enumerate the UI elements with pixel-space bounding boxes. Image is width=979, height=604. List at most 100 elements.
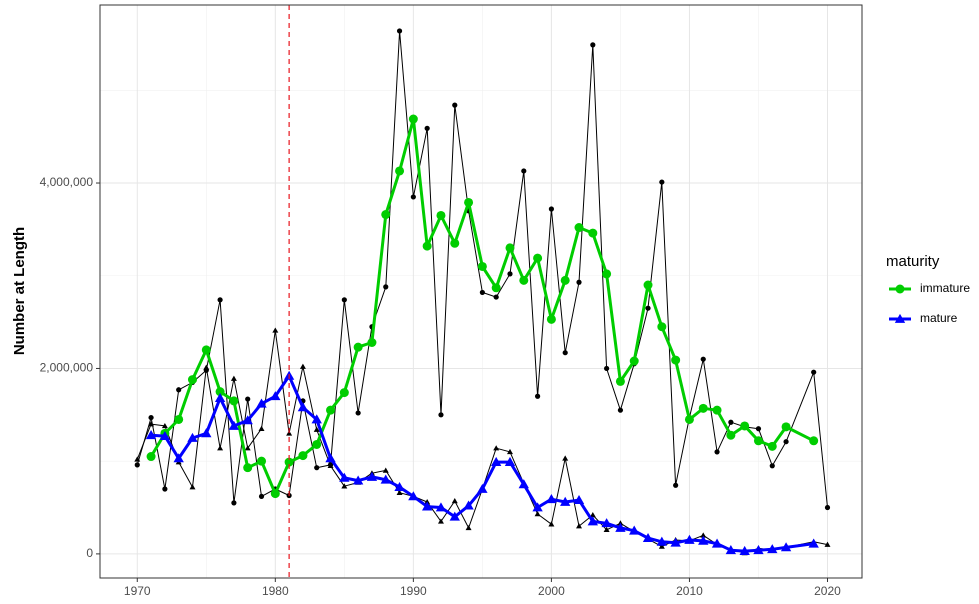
- data-point: [452, 102, 458, 108]
- data-point: [243, 463, 253, 473]
- data-point: [148, 414, 154, 421]
- data-point: [658, 543, 665, 549]
- data-point: [740, 421, 750, 431]
- data-point: [712, 405, 722, 415]
- data-point: [436, 210, 446, 220]
- data-point: [148, 421, 155, 427]
- x-tick-label: 1970: [124, 584, 151, 598]
- x-tick-label: 2020: [814, 584, 841, 598]
- data-point: [145, 430, 157, 440]
- series-line: [136, 329, 828, 554]
- data-point: [548, 206, 555, 212]
- data-point: [174, 414, 184, 424]
- data-point: [341, 483, 348, 489]
- data-point: [769, 463, 775, 469]
- data-point: [657, 322, 667, 332]
- data-point: [587, 516, 598, 526]
- data-point: [642, 532, 654, 543]
- legend-key-marker: [895, 284, 905, 294]
- data-point: [698, 535, 709, 545]
- data-point: [534, 393, 541, 399]
- data-point: [573, 494, 585, 504]
- data-point: [396, 28, 403, 34]
- data-point: [217, 297, 223, 303]
- data-point: [311, 414, 322, 424]
- data-point: [755, 426, 762, 432]
- data-point: [325, 453, 336, 463]
- data-point: [245, 396, 251, 402]
- data-point: [479, 289, 485, 296]
- data-point: [589, 511, 596, 518]
- data-point: [590, 42, 596, 48]
- data-point: [491, 456, 502, 466]
- data-point: [229, 396, 239, 406]
- data-point: [506, 448, 513, 455]
- data-point: [189, 484, 196, 490]
- data-point: [258, 493, 265, 500]
- data-point: [548, 521, 555, 527]
- data-point: [576, 279, 582, 285]
- data-point: [504, 456, 516, 466]
- data-point: [449, 511, 460, 521]
- x-tick-label: 2000: [538, 584, 565, 598]
- data-point: [739, 545, 750, 555]
- data-point: [493, 294, 499, 300]
- data-point: [659, 179, 665, 185]
- data-point: [394, 481, 405, 492]
- data-point: [383, 284, 389, 290]
- data-point: [187, 375, 197, 385]
- data-point: [272, 327, 279, 333]
- data-point: [161, 422, 168, 429]
- data-point: [602, 269, 612, 279]
- plot-border: [99, 4, 863, 579]
- data-point: [312, 439, 322, 449]
- data-point: [645, 305, 651, 311]
- data-point: [380, 474, 391, 484]
- data-point: [327, 462, 334, 469]
- data-point: [463, 500, 474, 510]
- data-point: [493, 445, 500, 451]
- data-point: [464, 197, 474, 207]
- data-point: [298, 451, 308, 461]
- data-point: [299, 363, 306, 369]
- data-point: [534, 511, 541, 517]
- legend-label: immature: [920, 281, 970, 295]
- data-point: [728, 419, 734, 425]
- data-point: [574, 223, 584, 233]
- data-point: [173, 453, 184, 463]
- x-tick-label: 1990: [400, 584, 427, 598]
- data-point: [214, 392, 226, 403]
- data-point: [187, 432, 198, 442]
- data-point: [176, 387, 182, 393]
- data-point: [532, 502, 543, 512]
- data-point: [546, 494, 557, 504]
- data-point: [684, 414, 694, 424]
- data-point: [560, 496, 571, 506]
- data-point: [146, 452, 156, 462]
- y-tick-label: 0: [86, 546, 93, 560]
- data-point: [519, 275, 529, 285]
- data-point: [684, 534, 695, 544]
- data-point: [395, 166, 405, 176]
- data-point: [601, 518, 612, 528]
- data-point: [576, 523, 583, 529]
- data-point: [700, 356, 706, 362]
- data-point: [244, 445, 251, 451]
- data-point: [629, 525, 640, 535]
- data-point: [366, 471, 378, 481]
- data-point: [422, 241, 432, 251]
- data-point: [367, 337, 377, 347]
- data-point: [435, 502, 447, 512]
- data-point: [811, 369, 817, 375]
- data-point: [450, 238, 460, 248]
- data-point: [408, 491, 419, 501]
- data-point: [780, 542, 792, 552]
- data-point: [700, 532, 707, 538]
- data-point: [767, 544, 778, 554]
- data-point: [228, 420, 240, 430]
- data-point: [491, 283, 501, 293]
- legend-label: mature: [920, 311, 958, 325]
- data-point: [656, 536, 668, 546]
- data-point: [159, 430, 171, 441]
